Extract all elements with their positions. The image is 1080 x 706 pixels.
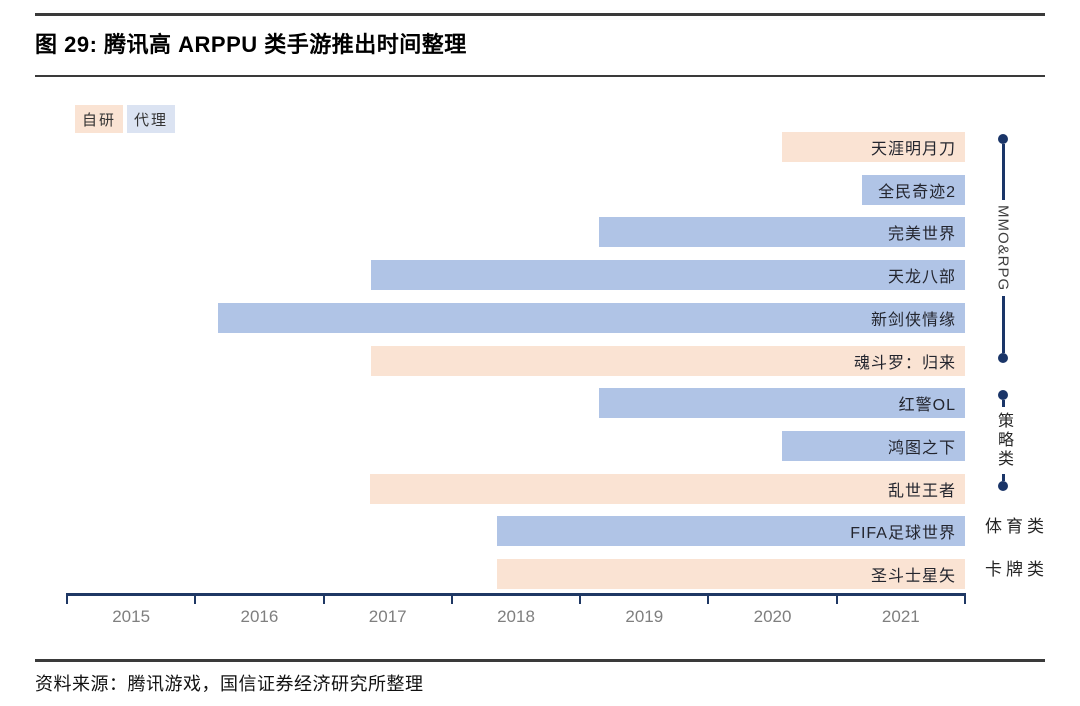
x-axis-tick bbox=[194, 593, 197, 604]
category-label: 策略类 bbox=[995, 411, 1012, 469]
game-bar: 红警OL bbox=[599, 388, 965, 419]
x-axis-year-label: 2017 bbox=[368, 607, 407, 626]
x-axis-year-label: 2021 bbox=[881, 607, 920, 626]
legend-chip-self-dev: 自研 bbox=[75, 105, 123, 133]
category-label: MMO&RPG bbox=[994, 205, 1012, 292]
category-bracket-0: MMO&RPG bbox=[994, 134, 1012, 363]
x-axis-tick bbox=[579, 593, 582, 604]
legend-label: 代理 bbox=[133, 111, 168, 129]
source-text: 资料来源：腾讯游戏，国信证券经济研究所整理 bbox=[35, 674, 424, 694]
game-bar: 全民奇迹2 bbox=[862, 174, 965, 205]
game-bar-label: FIFA足球世界 bbox=[850, 525, 956, 543]
top-rule bbox=[35, 13, 1045, 16]
figure-title: 图 29: 腾讯高 ARPPU 类手游推出时间整理 bbox=[35, 32, 467, 57]
bracket-lower-stem bbox=[1001, 473, 1005, 481]
bracket-top-dot bbox=[998, 390, 1008, 401]
legend-label: 自研 bbox=[81, 111, 116, 129]
game-bar-label: 天涯明月刀 bbox=[870, 141, 956, 158]
game-bar-label: 红警OL bbox=[898, 397, 956, 415]
x-axis-tick bbox=[450, 593, 453, 604]
game-bar: 鸿图之下 bbox=[781, 430, 965, 461]
game-bar: 完美世界 bbox=[599, 217, 965, 248]
x-axis-line bbox=[67, 593, 965, 596]
game-bar-label: 完美世界 bbox=[887, 226, 956, 244]
game-bar-label: 鸿图之下 bbox=[887, 439, 956, 457]
bracket-upper-stem bbox=[1001, 400, 1005, 407]
source-divider-rule bbox=[35, 659, 1045, 662]
x-axis-tick bbox=[322, 593, 325, 604]
category-label: 卡牌类 bbox=[985, 560, 1048, 579]
game-bar-label: 乱世王者 bbox=[887, 482, 956, 500]
game-bar: 魂斗罗：归来 bbox=[371, 345, 965, 376]
x-axis-tick bbox=[66, 593, 68, 604]
legend-chip-licensed: 代理 bbox=[127, 105, 175, 133]
game-bar-label: 圣斗士星矢 bbox=[870, 568, 956, 585]
game-bar: 天龙八部 bbox=[371, 260, 965, 291]
x-axis-tick bbox=[835, 593, 838, 604]
category-label: 体育类 bbox=[985, 517, 1048, 537]
x-axis-year-label: 2016 bbox=[240, 607, 279, 626]
x-axis-year-label: 2018 bbox=[497, 607, 535, 626]
game-bar: 天涯明月刀 bbox=[781, 132, 965, 162]
x-axis-year-label: 2019 bbox=[625, 607, 664, 626]
x-axis-tick bbox=[707, 593, 710, 604]
game-bar-label: 天龙八部 bbox=[887, 269, 956, 287]
game-bar-label: 全民奇迹2 bbox=[878, 183, 956, 201]
bracket-lower-stem bbox=[1001, 296, 1005, 353]
game-bar: 圣斗士星矢 bbox=[496, 559, 965, 589]
game-bar-label: 魂斗罗：归来 bbox=[853, 354, 956, 372]
game-bar: FIFA足球世界 bbox=[496, 516, 965, 547]
game-bar-label: 新剑侠情缘 bbox=[870, 311, 956, 329]
game-bar: 乱世王者 bbox=[369, 473, 965, 504]
bracket-upper-stem bbox=[1001, 144, 1005, 201]
category-bracket-6: 策略类 bbox=[995, 390, 1012, 491]
bracket-bottom-dot bbox=[998, 480, 1008, 491]
game-bar: 新剑侠情缘 bbox=[218, 302, 965, 333]
bracket-bottom-dot bbox=[998, 352, 1008, 363]
x-axis-year-label: 2020 bbox=[753, 607, 792, 626]
bracket-top-dot bbox=[998, 134, 1008, 144]
x-axis-year-label: 2015 bbox=[112, 607, 151, 626]
x-axis-tick bbox=[964, 593, 966, 604]
title-divider-rule bbox=[35, 75, 1045, 77]
